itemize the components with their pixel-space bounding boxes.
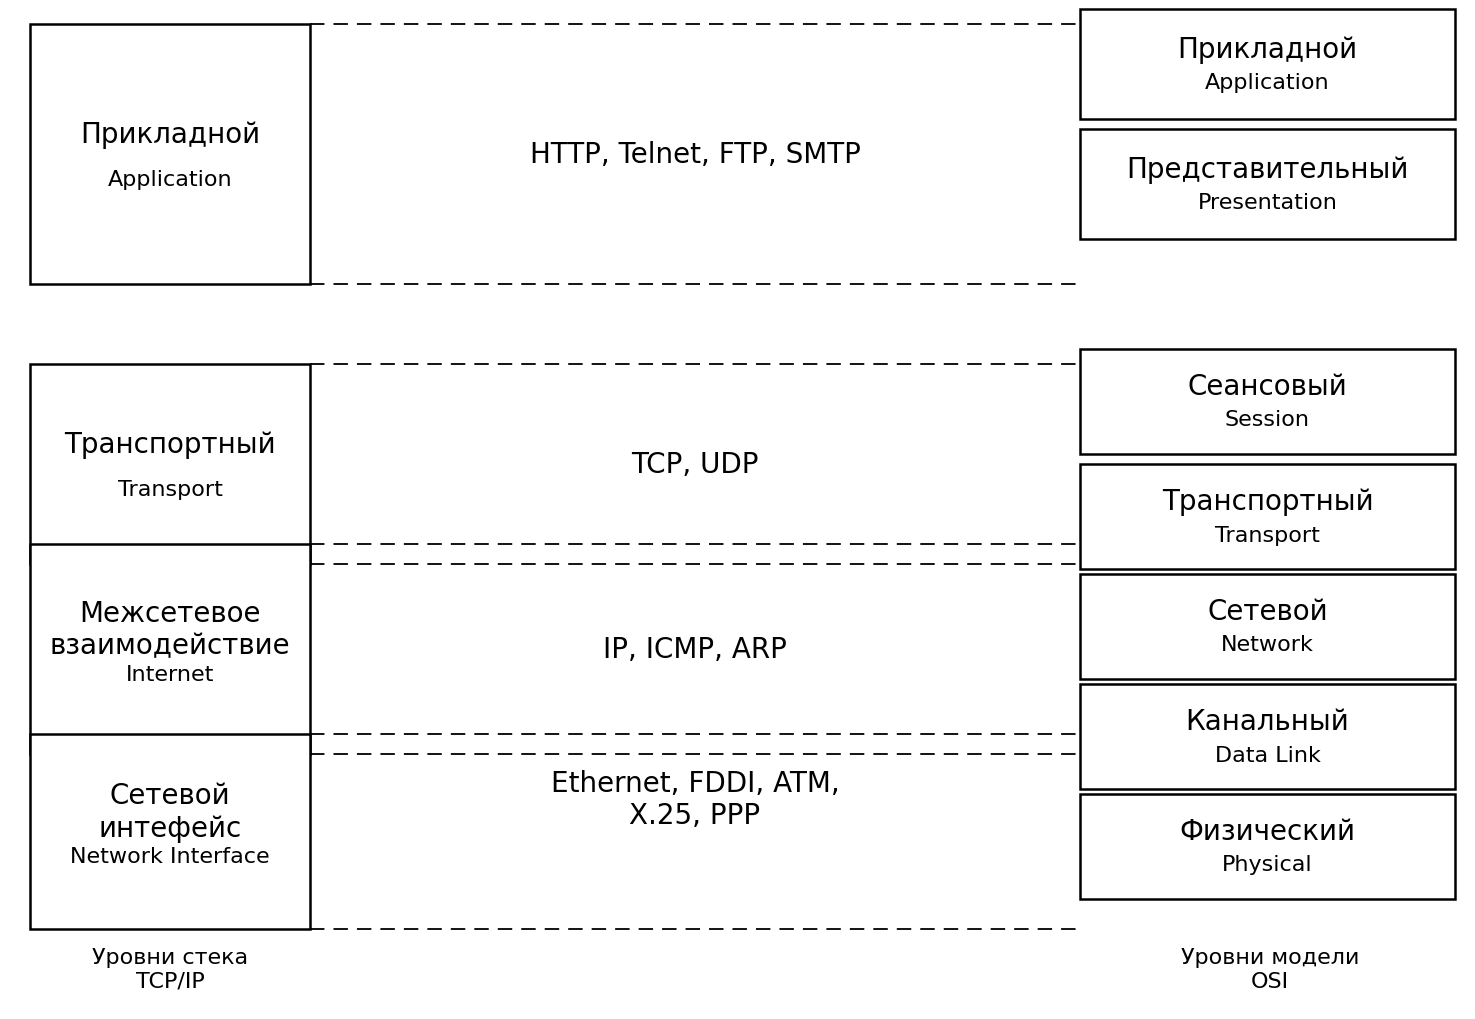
Text: Network: Network — [1221, 635, 1314, 655]
FancyBboxPatch shape — [1080, 685, 1454, 790]
Text: Прикладной: Прикладной — [1177, 36, 1357, 64]
Text: IP, ICMP, ARP: IP, ICMP, ARP — [603, 636, 788, 663]
Text: Physical: Physical — [1223, 855, 1313, 874]
Text: Application: Application — [1205, 73, 1330, 93]
Text: Session: Session — [1226, 410, 1310, 430]
FancyBboxPatch shape — [30, 25, 310, 284]
Text: Transport: Transport — [1215, 525, 1320, 545]
Text: Представительный: Представительный — [1127, 156, 1409, 183]
Text: Межсетевое
взаимодействие: Межсетевое взаимодействие — [50, 599, 291, 659]
Text: Internet: Internet — [125, 664, 214, 685]
Text: Transport: Transport — [118, 480, 223, 499]
Text: Уровни стека
TCP/IP: Уровни стека TCP/IP — [91, 948, 248, 990]
FancyBboxPatch shape — [1080, 465, 1454, 570]
Text: Транспортный: Транспортный — [65, 431, 276, 459]
FancyBboxPatch shape — [1080, 350, 1454, 454]
Text: Presentation: Presentation — [1198, 193, 1338, 213]
Text: TCP, UDP: TCP, UDP — [631, 450, 758, 479]
Text: Транспортный: Транспортный — [1162, 488, 1373, 516]
Text: Application: Application — [108, 170, 233, 190]
Text: Сетевой
интефейс: Сетевой интефейс — [99, 782, 242, 842]
FancyBboxPatch shape — [1080, 794, 1454, 899]
Text: Data Link: Data Link — [1214, 745, 1320, 764]
FancyBboxPatch shape — [1080, 10, 1454, 120]
FancyBboxPatch shape — [30, 365, 310, 565]
Text: Network Interface: Network Interface — [71, 847, 270, 866]
Text: Прикладной: Прикладной — [80, 121, 260, 149]
Text: Уровни модели
OSI: Уровни модели OSI — [1181, 948, 1358, 990]
FancyBboxPatch shape — [1080, 575, 1454, 680]
FancyBboxPatch shape — [30, 735, 310, 929]
FancyBboxPatch shape — [1080, 129, 1454, 239]
Text: Сетевой: Сетевой — [1207, 598, 1328, 626]
Text: Сеансовый: Сеансовый — [1187, 373, 1347, 401]
Text: Физический: Физический — [1180, 817, 1356, 846]
Text: Канальный: Канальный — [1186, 708, 1350, 736]
Text: HTTP, Telnet, FTP, SMTP: HTTP, Telnet, FTP, SMTP — [530, 141, 860, 169]
Text: Ethernet, FDDI, ATM,
X.25, PPP: Ethernet, FDDI, ATM, X.25, PPP — [550, 769, 839, 829]
FancyBboxPatch shape — [30, 544, 310, 754]
